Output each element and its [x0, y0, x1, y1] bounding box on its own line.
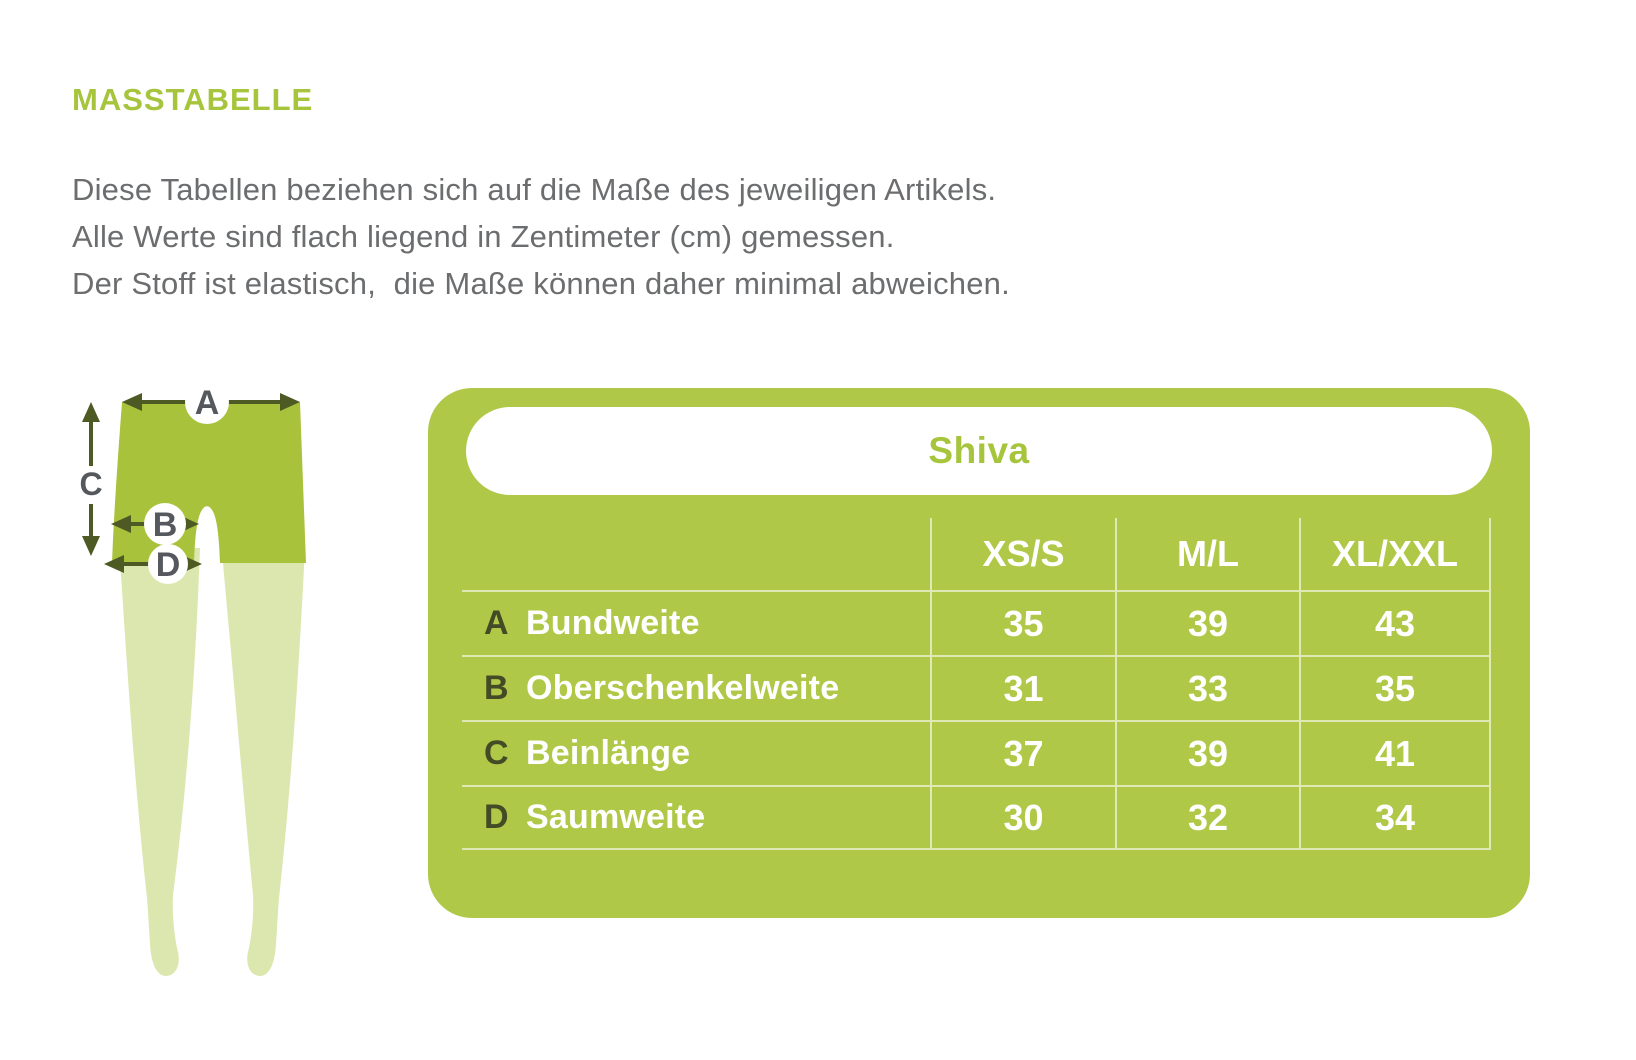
measure-d-badge [148, 544, 188, 584]
table-value: 32 [1115, 785, 1299, 850]
table-value: 43 [1299, 590, 1491, 655]
table-row-label: D Saumweite [462, 785, 930, 850]
size-header-ml: M/L [1115, 518, 1299, 590]
row-name: Oberschenkelweite [526, 669, 840, 707]
intro-line: Diese Tabellen beziehen sich auf die Maß… [72, 172, 997, 207]
table-value: 39 [1115, 590, 1299, 655]
legs-silhouette [114, 548, 305, 976]
table-value: 41 [1299, 720, 1491, 785]
table-row-label: C Beinlänge [462, 720, 930, 785]
intro-line: Alle Werte sind flach liegend in Zentime… [72, 219, 895, 254]
measure-b-badge [144, 503, 186, 545]
row-name: Bundweite [526, 604, 700, 642]
measure-c-label: C [79, 466, 102, 502]
measure-c-arrow [82, 402, 100, 556]
page-title: MASSTABELLE [72, 82, 314, 117]
table-value: 35 [1299, 655, 1491, 720]
product-name-pill: Shiva [466, 407, 1492, 495]
size-header-xlxxl: XL/XXL [1299, 518, 1491, 590]
table-value: 33 [1115, 655, 1299, 720]
shorts-shape [112, 402, 306, 563]
row-key: C [484, 734, 509, 772]
row-name: Beinlänge [526, 734, 691, 772]
measure-b-label: B [153, 506, 178, 544]
intro-line: Der Stoff ist elastisch, die Maße können… [72, 266, 1010, 301]
shorts-measurement-diagram: A C B D [79, 380, 306, 976]
table-row-label: A Bundweite [462, 590, 930, 655]
size-header-xss: XS/S [930, 518, 1115, 590]
row-name: Saumweite [526, 798, 706, 836]
row-key: B [484, 669, 509, 707]
table-value: 30 [930, 785, 1115, 850]
measure-a-label: A [195, 384, 220, 422]
table-corner-cell [462, 518, 930, 590]
measure-a-badge [185, 380, 229, 424]
measure-d-label: D [156, 546, 181, 584]
row-key: A [484, 604, 509, 642]
size-chart-card: Shiva XS/S M/L XL/XXL A Bundweite 35 39 … [428, 388, 1530, 918]
row-key: D [484, 798, 509, 836]
intro-text: Diese Tabellen beziehen sich auf die Maß… [72, 166, 1010, 307]
table-value: 39 [1115, 720, 1299, 785]
table-row-label: B Oberschenkelweite [462, 655, 930, 720]
table-value: 34 [1299, 785, 1491, 850]
product-name: Shiva [928, 430, 1030, 471]
table-value: 37 [930, 720, 1115, 785]
size-table: XS/S M/L XL/XXL A Bundweite 35 39 43 B O… [462, 518, 1491, 850]
table-value: 31 [930, 655, 1115, 720]
table-value: 35 [930, 590, 1115, 655]
